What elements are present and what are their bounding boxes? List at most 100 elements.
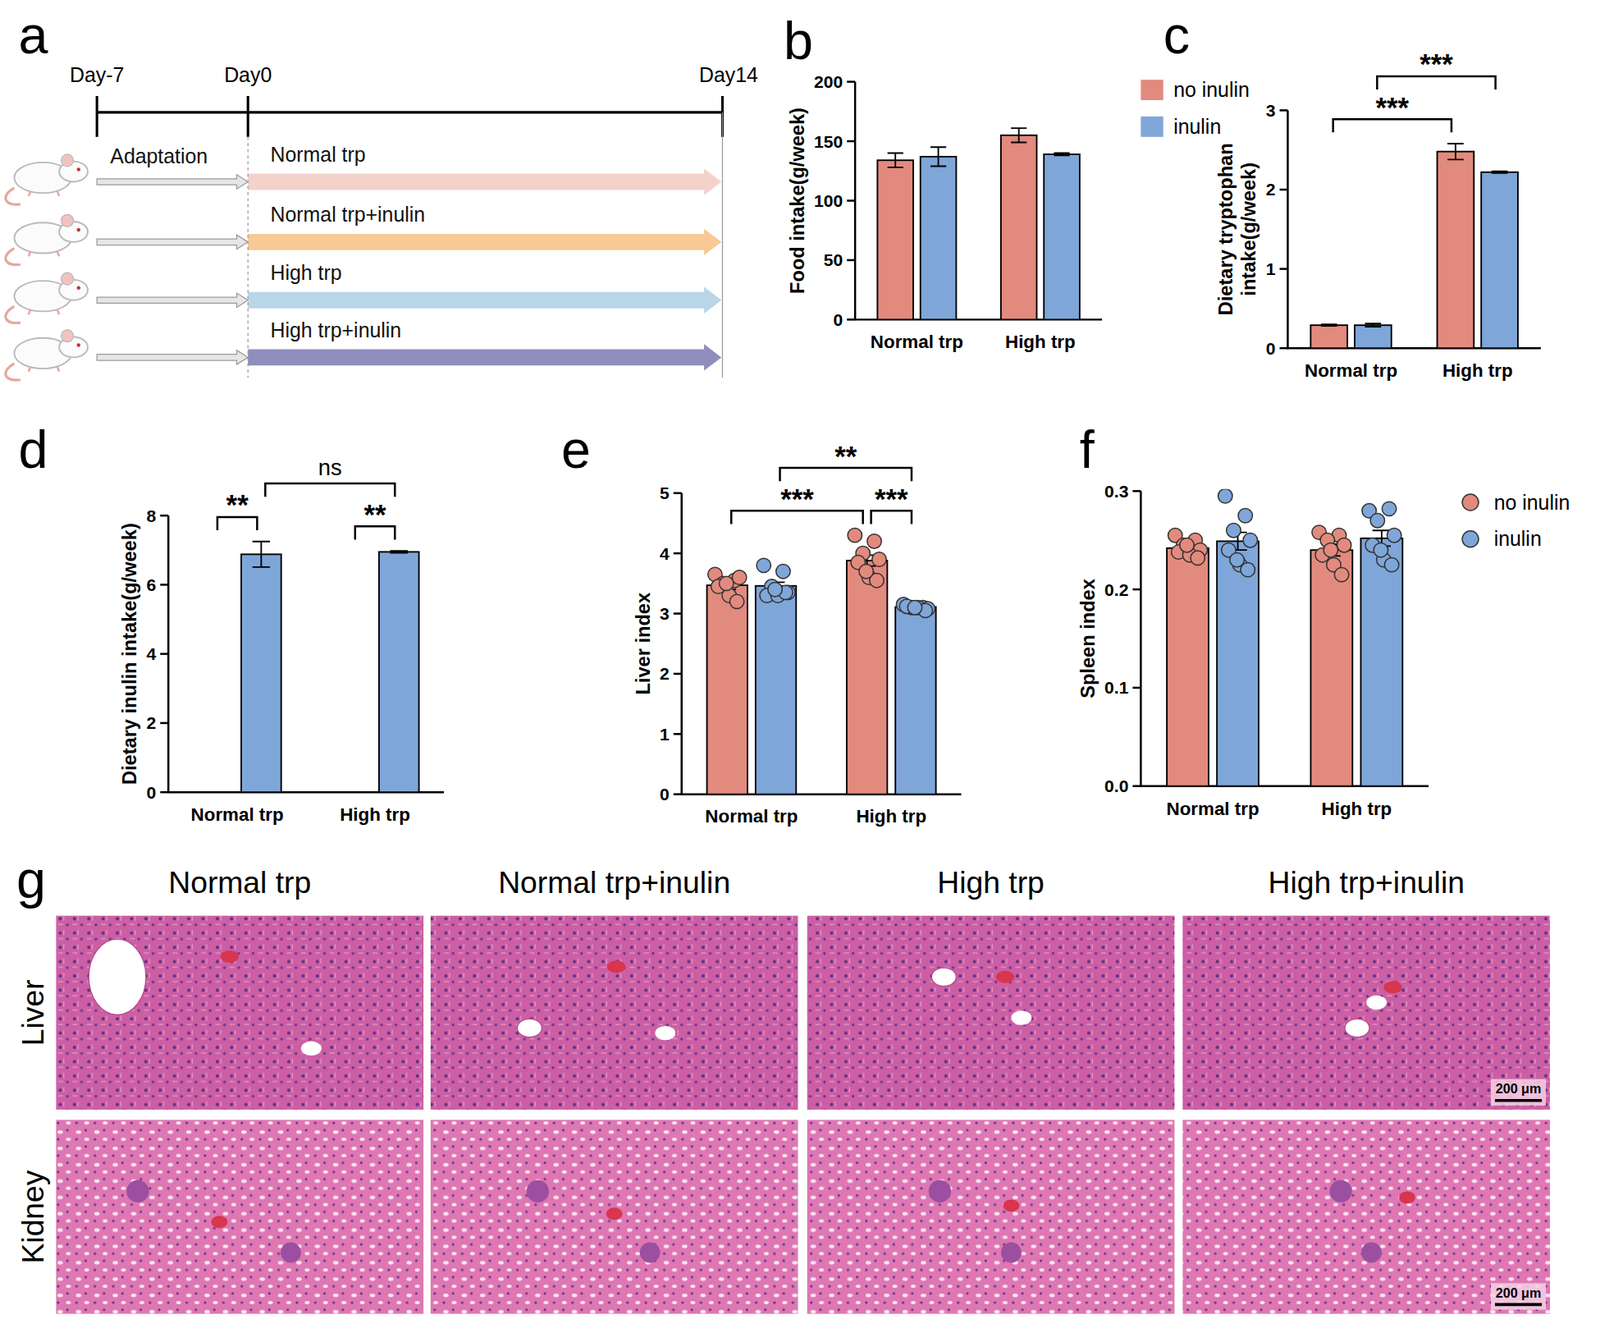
group-label: Normal trp+inulin	[270, 202, 426, 226]
blood	[220, 950, 239, 963]
significance-bracket: ***	[731, 482, 863, 525]
significance-label: ***	[874, 482, 909, 515]
tissue	[430, 915, 799, 1110]
phase-label: Adaptation	[109, 144, 208, 168]
error-cap	[1010, 127, 1027, 129]
tissue	[807, 1119, 1175, 1313]
y-tick	[1132, 784, 1141, 787]
y-label-group: Liver index	[632, 592, 654, 695]
significance-label: **	[363, 498, 387, 531]
chart-panel: f0.00.10.20.3Spleen indexNormal trpHigh …	[1077, 419, 1571, 819]
y-axis-title: Dietary tryptophanintake(g/week)	[1215, 142, 1261, 316]
column-title: High trp+inulin	[1267, 864, 1464, 900]
significance-bracket: ***	[1376, 47, 1495, 90]
y-label-group: Food intake(g/week)	[786, 107, 809, 294]
data-point	[776, 563, 791, 578]
y-tick-label: 3	[1266, 100, 1276, 120]
y-tick-label: 0	[1266, 338, 1276, 358]
data-point	[1386, 528, 1401, 543]
treatment-arrow	[247, 168, 722, 195]
column-title: Normal trp	[168, 864, 311, 900]
category-label: Normal trp	[1304, 360, 1398, 381]
y-tick	[160, 652, 169, 654]
treatment-arrow	[247, 287, 722, 314]
legend-label: inulin	[1173, 114, 1221, 138]
y-tick	[1132, 489, 1141, 492]
y-tick	[1132, 686, 1141, 689]
legend-label: no inulin	[1494, 490, 1571, 514]
error-stem	[937, 146, 940, 166]
error-cap	[1053, 155, 1070, 157]
group-label: High trp+inulin	[270, 318, 403, 342]
glomerulus	[928, 1179, 951, 1203]
y-tick-label: 1	[1266, 259, 1276, 279]
bar	[1001, 135, 1038, 320]
y-tick	[1280, 188, 1289, 191]
significance-bracket: **	[355, 498, 395, 540]
legend: no inulin inulin	[1140, 77, 1249, 138]
histology-image	[55, 1119, 424, 1313]
y-tick-label: 4	[659, 544, 670, 563]
error-cap	[887, 166, 904, 169]
y-axis	[1139, 490, 1142, 786]
error-stem	[1454, 143, 1457, 160]
y-axis-title-line: Dietary tryptophan	[1215, 142, 1237, 316]
category-label: Normal trp	[1165, 798, 1259, 819]
data-point	[907, 599, 922, 614]
panel-letter: g	[16, 850, 46, 910]
mouse-tail	[5, 187, 21, 205]
error-cap	[930, 146, 947, 148]
y-tick	[846, 199, 855, 202]
day14-guide	[722, 112, 723, 378]
mouse-leg	[57, 309, 60, 315]
category-label: High trp	[855, 805, 927, 827]
mouse-ear	[61, 214, 74, 227]
blood	[210, 1215, 228, 1228]
y-tick-label: 1	[659, 724, 670, 744]
blood	[1383, 980, 1402, 993]
error-bar	[390, 550, 408, 554]
tissue	[430, 1119, 799, 1313]
y-axis-title-line: Food intake(g/week)	[786, 107, 809, 294]
legend-label: no inulin	[1173, 77, 1250, 101]
category-label: High trp	[1321, 798, 1393, 819]
timeline-tick	[246, 96, 250, 138]
chart-panel: b050100150200Food intake(g/week)Normal t…	[783, 10, 1102, 352]
vessel	[1344, 1018, 1370, 1037]
mouse-ear	[61, 154, 74, 167]
data-point	[1190, 550, 1205, 565]
glomerulus	[1361, 1242, 1382, 1263]
y-tick-label: 50	[823, 250, 844, 270]
mouse-ear	[61, 329, 74, 343]
y-tick	[673, 552, 682, 554]
bar	[379, 551, 420, 792]
bar	[1216, 540, 1259, 786]
error-bar	[1491, 171, 1509, 174]
bar	[877, 160, 914, 320]
legend: no inulininulin	[1462, 490, 1570, 551]
vessel	[931, 967, 956, 986]
category-label: High trp	[339, 804, 411, 825]
data-point	[1226, 523, 1241, 538]
error-cap	[887, 152, 904, 155]
glomerulus	[280, 1242, 302, 1263]
error-bar	[1053, 153, 1070, 156]
timeline-axis	[96, 110, 723, 114]
y-tick-label: 2	[1266, 179, 1276, 199]
bar	[1481, 172, 1518, 348]
error-cap	[252, 566, 270, 568]
vessel	[1010, 1010, 1032, 1024]
data-point	[1381, 501, 1396, 516]
y-tick	[846, 80, 855, 83]
tissue	[55, 1119, 424, 1313]
tissue	[55, 915, 424, 1110]
error-bar	[204, 791, 222, 793]
y-tick-label: 2	[659, 663, 670, 683]
scale-bar-label: 200 μm	[1495, 1080, 1542, 1096]
panel-letter: e	[561, 419, 591, 480]
data-point	[756, 557, 771, 572]
bar	[1360, 538, 1403, 787]
glomerulus	[640, 1242, 661, 1263]
bar	[895, 606, 936, 794]
y-axis-title: Food intake(g/week)	[786, 107, 809, 294]
